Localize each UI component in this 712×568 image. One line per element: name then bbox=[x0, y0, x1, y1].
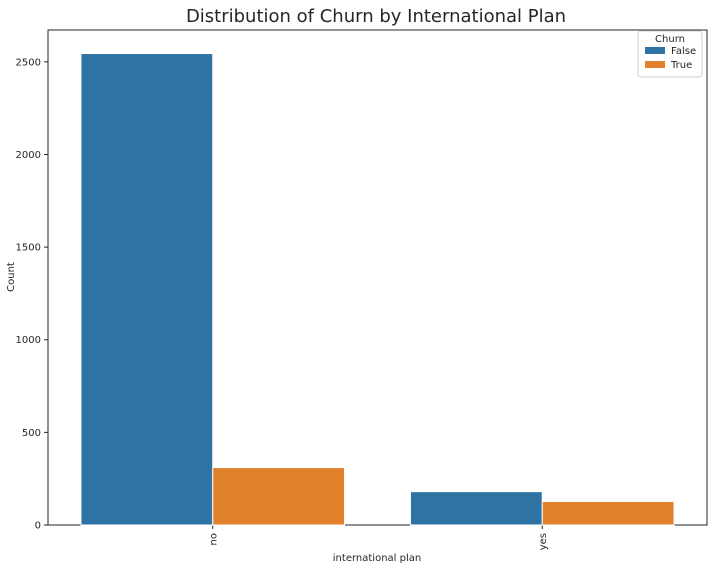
y-tick-label: 1000 bbox=[16, 335, 41, 346]
y-tick-label: 2000 bbox=[16, 150, 41, 161]
plot-frame bbox=[47, 29, 708, 526]
y-axis-label: Count bbox=[6, 262, 17, 292]
x-tick-label: no bbox=[208, 533, 219, 545]
x-axis: no yes bbox=[208, 525, 549, 550]
x-tick-label: yes bbox=[538, 533, 549, 550]
y-tick-label: 1500 bbox=[16, 243, 41, 254]
y-tick-label: 500 bbox=[22, 428, 41, 439]
legend-label-false: False bbox=[671, 46, 696, 57]
bar-no-true bbox=[212, 467, 346, 526]
bars bbox=[80, 53, 675, 526]
chart-title: Distribution of Churn by International P… bbox=[186, 6, 566, 27]
y-axis: 0 500 1000 1500 2000 2500 bbox=[16, 57, 48, 532]
bar-yes-false bbox=[409, 491, 543, 526]
bar-no-false bbox=[80, 53, 214, 526]
legend-items: False True bbox=[645, 46, 696, 71]
legend-swatch-true bbox=[645, 61, 665, 68]
legend-swatch-false bbox=[645, 47, 665, 54]
legend-title: Churn bbox=[655, 34, 685, 45]
x-axis-label: international plan bbox=[333, 553, 421, 564]
legend: Churn False True bbox=[637, 30, 703, 78]
y-tick-label: 0 bbox=[35, 521, 41, 532]
bar-yes-true bbox=[541, 500, 675, 526]
y-tick-label: 2500 bbox=[16, 57, 41, 68]
legend-label-true: True bbox=[670, 60, 692, 71]
